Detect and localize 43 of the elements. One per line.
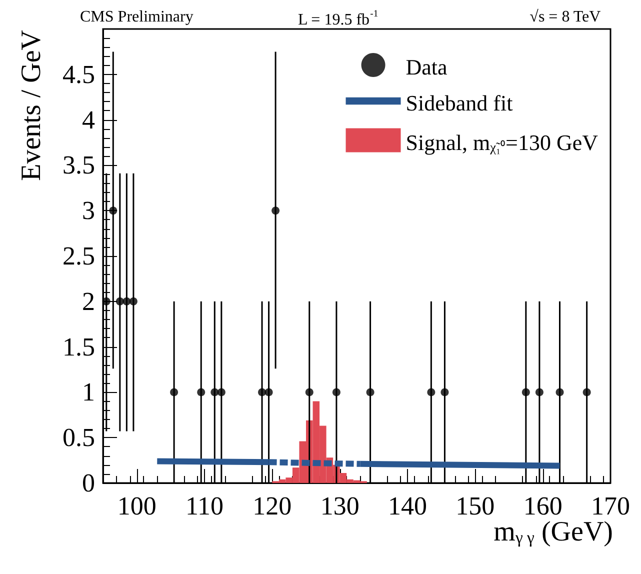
point <box>332 388 340 396</box>
text: √s = 8 TeV <box>530 8 602 26</box>
y-axis-title: Events / GeV <box>16 30 48 181</box>
point <box>258 388 266 396</box>
point <box>197 388 206 396</box>
y-tick-label: 1.5 <box>62 332 95 362</box>
x-tick-label: 120 <box>252 492 292 520</box>
point <box>272 206 280 215</box>
point <box>305 388 314 396</box>
y-tick-label: 2 <box>82 286 95 316</box>
point <box>366 388 374 396</box>
point <box>116 297 124 306</box>
point <box>535 388 544 396</box>
x-tick-label: 140 <box>388 492 427 520</box>
x-tick-label: 110 <box>185 492 224 520</box>
point <box>522 388 530 396</box>
x-tick-label: 100 <box>117 492 156 520</box>
x-tick-label: 150 <box>456 492 495 520</box>
point <box>129 297 138 306</box>
y-tick-label: 4 <box>82 105 95 134</box>
legend-label: Signal, mχ̃₁⁰=130 GeV <box>406 130 598 155</box>
point <box>582 388 591 396</box>
y-tick-label: 4.5 <box>62 60 95 89</box>
point <box>109 206 118 215</box>
point <box>264 388 273 396</box>
point <box>217 388 226 396</box>
text: CMS Preliminary <box>80 8 194 26</box>
y-tick-label: 3 <box>82 196 95 226</box>
point <box>210 388 219 396</box>
y-tick-label: 3.5 <box>62 150 95 180</box>
y-tick-label: 0.5 <box>62 423 95 452</box>
y-tick-label: 2.5 <box>62 242 95 270</box>
legend-label: Sideband fit <box>406 90 513 116</box>
y-tick-label: 0 <box>82 468 95 498</box>
point <box>102 297 110 306</box>
legend-label: Data <box>406 54 448 80</box>
point <box>427 388 436 396</box>
point <box>122 297 131 306</box>
point <box>556 388 564 396</box>
x-tick-label: 130 <box>320 492 360 520</box>
point <box>440 388 449 396</box>
y-tick-label: 1 <box>82 378 95 407</box>
point <box>170 388 178 396</box>
